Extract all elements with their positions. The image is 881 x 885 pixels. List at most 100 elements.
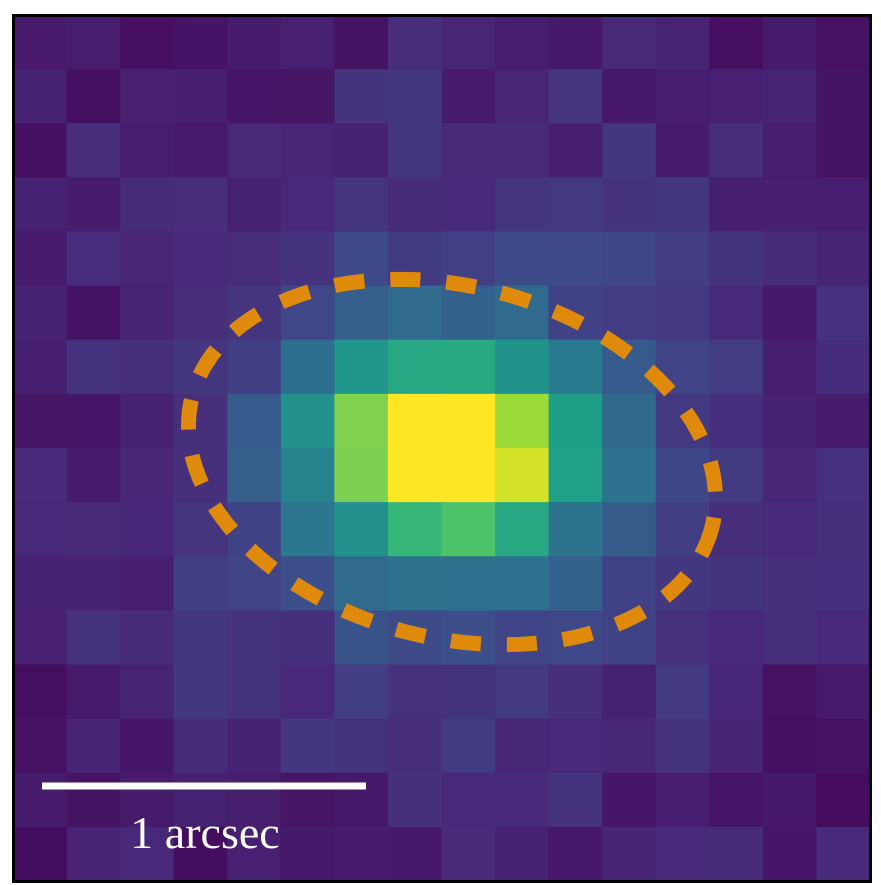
- pixel: [816, 340, 870, 395]
- pixel: [816, 15, 870, 70]
- pixel: [334, 15, 388, 70]
- pixel: [709, 610, 763, 665]
- pixel: [281, 177, 335, 232]
- pixel: [334, 394, 388, 449]
- pixel: [13, 719, 67, 774]
- pixel: [602, 394, 656, 449]
- pixel: [13, 177, 67, 232]
- pixel: [120, 394, 174, 449]
- pixel: [816, 394, 870, 449]
- pixel: [281, 610, 335, 665]
- pixel: [13, 286, 67, 341]
- pixel: [67, 610, 121, 665]
- pixel: [281, 502, 335, 557]
- pixel: [763, 556, 817, 611]
- pixel: [816, 556, 870, 611]
- pixel: [602, 773, 656, 828]
- pixel: [281, 340, 335, 395]
- pixel: [763, 610, 817, 665]
- pixel: [67, 286, 121, 341]
- pixel: [549, 773, 603, 828]
- pixel: [281, 448, 335, 503]
- pixel: [602, 232, 656, 287]
- pixel: [120, 502, 174, 557]
- pixel: [67, 340, 121, 395]
- pixel: [13, 69, 67, 124]
- pixel: [334, 286, 388, 341]
- pixel: [334, 123, 388, 178]
- pixel: [816, 502, 870, 557]
- pixel: [656, 69, 710, 124]
- pixel: [709, 177, 763, 232]
- pixel: [549, 827, 603, 882]
- pixel: [13, 502, 67, 557]
- pixel: [495, 69, 549, 124]
- pixel: [120, 610, 174, 665]
- pixel: [763, 69, 817, 124]
- pixel: [67, 448, 121, 503]
- pixel: [281, 123, 335, 178]
- pixel: [442, 556, 496, 611]
- pixel: [281, 827, 335, 882]
- pixel: [388, 502, 442, 557]
- pixel: [67, 69, 121, 124]
- pixel: [549, 556, 603, 611]
- pixel: [388, 394, 442, 449]
- pixel: [549, 15, 603, 70]
- pixel: [388, 773, 442, 828]
- pixel: [816, 665, 870, 720]
- pixel: [602, 502, 656, 557]
- pixel: [816, 177, 870, 232]
- pixel: [120, 665, 174, 720]
- pixel: [442, 340, 496, 395]
- pixel: [67, 177, 121, 232]
- pixel: [67, 719, 121, 774]
- pixel: [120, 177, 174, 232]
- pixel: [120, 448, 174, 503]
- pixel: [120, 556, 174, 611]
- pixel: [281, 719, 335, 774]
- pixel: [602, 827, 656, 882]
- pixel: [388, 556, 442, 611]
- pixel: [120, 340, 174, 395]
- pixel: [602, 556, 656, 611]
- pixel: [227, 69, 281, 124]
- pixel: [495, 177, 549, 232]
- pixel: [816, 827, 870, 882]
- pixel: [67, 123, 121, 178]
- pixel: [13, 610, 67, 665]
- pixel: [495, 448, 549, 503]
- pixel: [120, 719, 174, 774]
- pixel: [656, 177, 710, 232]
- pixel: [442, 448, 496, 503]
- pixel: [227, 15, 281, 70]
- pixel: [709, 340, 763, 395]
- pixel: [281, 15, 335, 70]
- pixel: [549, 665, 603, 720]
- pixel: [174, 556, 228, 611]
- pixel: [495, 665, 549, 720]
- pixel: [334, 69, 388, 124]
- pixel: [549, 340, 603, 395]
- pixel: [816, 448, 870, 503]
- pixel: [763, 123, 817, 178]
- pixel: [549, 232, 603, 287]
- pixel: [67, 502, 121, 557]
- pixel: [281, 773, 335, 828]
- pixel: [388, 15, 442, 70]
- scale-bar-label: 1 arcsec: [130, 807, 279, 858]
- pixel: [13, 394, 67, 449]
- pixel: [13, 123, 67, 178]
- pixel: [13, 665, 67, 720]
- pixel: [656, 15, 710, 70]
- pixel: [442, 502, 496, 557]
- pixel: [602, 69, 656, 124]
- pixel: [388, 827, 442, 882]
- pixel-grid: [13, 15, 871, 882]
- pixel: [763, 448, 817, 503]
- pixel: [709, 556, 763, 611]
- pixel: [709, 719, 763, 774]
- pixel: [709, 123, 763, 178]
- pixel: [602, 719, 656, 774]
- pixel: [13, 232, 67, 287]
